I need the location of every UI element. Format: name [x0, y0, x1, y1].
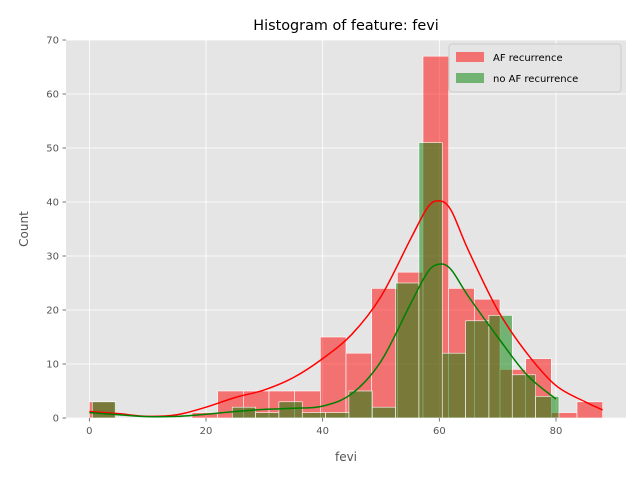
legend-label-af-recurrence: AF recurrence — [493, 53, 563, 64]
x-tick-label: 20 — [200, 426, 213, 437]
chart-title: Histogram of feature: fevi — [253, 18, 438, 34]
histogram-bars — [89, 55, 603, 419]
bar-no-af-recurrence — [301, 412, 326, 419]
y-tick-label: 70 — [46, 36, 59, 47]
grid-lines — [66, 39, 626, 419]
y-tick-label: 0 — [53, 414, 59, 425]
legend: AF recurrence no AF recurrence — [448, 43, 622, 93]
bar-no-af-recurrence — [441, 352, 466, 419]
legend-swatch-no-af-recurrence — [456, 73, 484, 83]
x-tick-label: 80 — [550, 426, 563, 437]
y-tick-label: 50 — [46, 144, 59, 155]
y-axis-ticks: 0 10 20 30 40 50 60 70 — [46, 36, 66, 425]
x-tick-label: 40 — [316, 426, 329, 437]
kde-curves — [89, 200, 603, 418]
bar-no-af-recurrence — [465, 320, 490, 419]
bar-no-af-recurrence — [255, 412, 280, 419]
bar-no-af-recurrence — [511, 374, 536, 419]
bar-no-af-recurrence — [231, 406, 256, 419]
legend-swatch-af-recurrence — [456, 52, 484, 62]
y-tick-label: 60 — [46, 90, 59, 101]
legend-frame — [448, 43, 622, 93]
bar-no-af-recurrence — [91, 401, 116, 419]
bar-no-af-recurrence — [278, 401, 303, 419]
y-axis-label: Count — [17, 211, 31, 247]
y-tick-label: 20 — [46, 306, 59, 317]
bar-no-af-recurrence — [395, 282, 420, 419]
bar-af-recurrence — [371, 288, 398, 419]
x-axis-ticks: 0 20 40 60 80 — [86, 418, 562, 437]
bar-no-af-recurrence — [371, 406, 396, 419]
kde-line-af-recurrence — [89, 200, 603, 418]
y-tick-label: 10 — [46, 360, 59, 371]
bar-no-af-recurrence — [348, 390, 373, 419]
x-tick-label: 0 — [86, 426, 92, 437]
y-tick-label: 30 — [46, 252, 59, 263]
y-tick-label: 40 — [46, 198, 59, 209]
legend-label-no-af-recurrence: no AF recurrence — [493, 74, 578, 85]
bar-no-af-recurrence — [535, 396, 560, 419]
x-axis-label: fevi — [335, 450, 357, 464]
x-tick-label: 60 — [433, 426, 446, 437]
bar-no-af-recurrence — [325, 412, 350, 419]
kde-line-no-af-recurrence — [89, 263, 557, 418]
